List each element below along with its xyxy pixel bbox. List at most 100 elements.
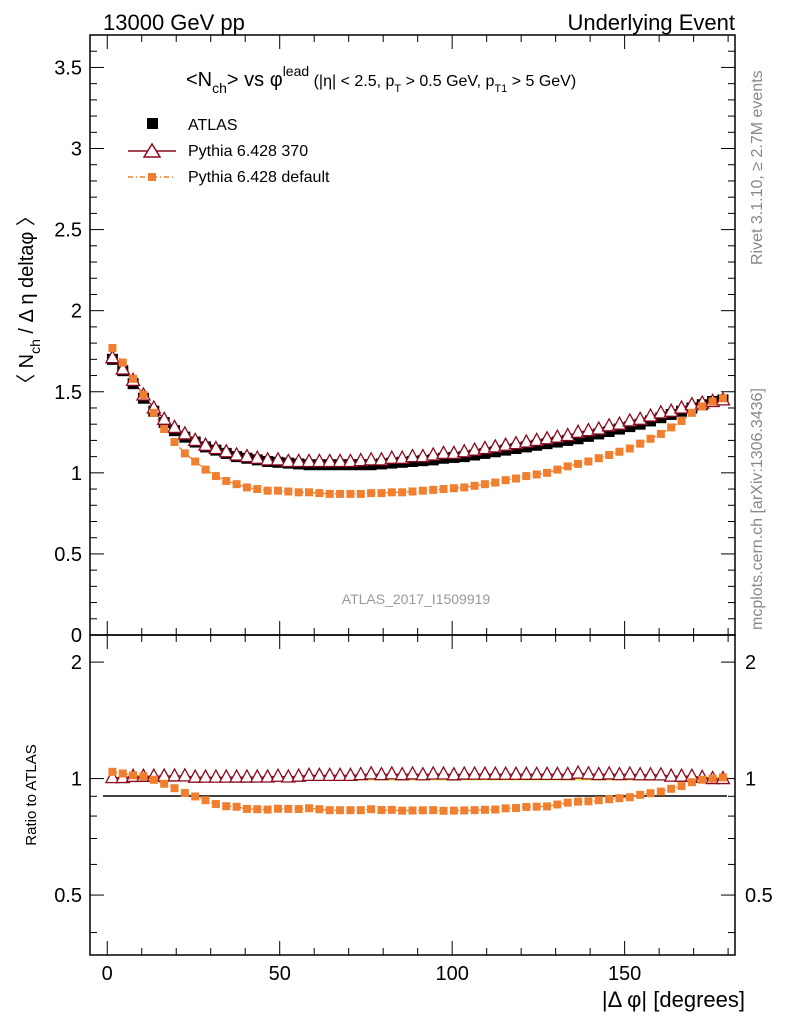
- ratio-point-pythia370: [653, 766, 669, 781]
- point-pythia370: [249, 449, 265, 464]
- y-tick-label: 0.5: [54, 544, 82, 566]
- ratio-point-pythia-default: [574, 797, 583, 806]
- point-atlas: [624, 421, 636, 433]
- chart-title: <Nch> vs φlead (|η| < 2.5, pT > 0.5 GeV,…: [186, 63, 576, 96]
- title-d-sub: T1: [494, 83, 507, 95]
- point-pythia-default: [336, 489, 345, 498]
- ratio-point-pythia-default: [667, 784, 676, 793]
- point-pythia370: [487, 438, 503, 453]
- point-pythia370: [187, 432, 203, 447]
- point-pythia370: [601, 417, 617, 432]
- title-c: (|η| < 2.5, p: [309, 73, 394, 90]
- ylabel-a: 〈 N: [16, 354, 38, 394]
- point-pythia-default: [698, 402, 707, 411]
- ratio-point-pythia370: [642, 766, 659, 781]
- point-pythia-default: [460, 483, 469, 492]
- ratio-point-pythia370: [353, 766, 369, 781]
- ratio-point-pythia370: [632, 766, 648, 781]
- ratio-point-pythia370: [270, 767, 286, 782]
- point-pythia-default: [708, 397, 717, 406]
- ratio-y-axis-label: Ratio to ATLAS: [23, 744, 40, 845]
- point-pythia-default: [501, 476, 510, 485]
- point-pythia-default: [387, 488, 396, 497]
- point-pythia370: [197, 436, 214, 451]
- point-pythia-default: [636, 439, 645, 448]
- x-tick-label: 0: [102, 963, 113, 985]
- point-pythia-default: [129, 374, 138, 383]
- point-pythia-default: [439, 485, 448, 494]
- point-pythia370: [539, 430, 555, 445]
- y-tick-label: 0: [71, 625, 82, 647]
- point-pythia-default: [356, 489, 365, 498]
- ratio-point-pythia-default: [242, 804, 251, 813]
- x-tick-label: 150: [608, 963, 641, 985]
- point-pythia370: [115, 360, 131, 375]
- ratio-point-pythia-default: [201, 796, 210, 805]
- ratio-point-pythia370: [591, 766, 607, 781]
- point-pythia370: [622, 412, 638, 427]
- ratio-tick-label-right: 0.5: [745, 885, 773, 907]
- ratio-point-pythia-default: [646, 789, 655, 798]
- legend-marker-pythia-default: [148, 173, 156, 181]
- point-pythia370: [456, 443, 472, 458]
- point-pythia-default: [211, 472, 220, 481]
- title-c-sub: T: [394, 83, 401, 95]
- point-pythia-default: [408, 487, 417, 496]
- ratio-point-pythia370: [228, 768, 245, 783]
- y-tick-label: 2.5: [54, 220, 82, 242]
- ratio-point-pythia370: [673, 767, 690, 782]
- ratio-tick-label-left: 1: [71, 769, 82, 791]
- point-pythia-default: [346, 489, 355, 498]
- ratio-point-pythia370: [384, 765, 400, 780]
- point-pythia370: [322, 453, 338, 468]
- point-pythia370: [270, 451, 286, 466]
- legend: ATLAS Pythia 6.428 370 Pythia 6.428 defa…: [128, 117, 330, 186]
- y-tick-label: 1.5: [54, 382, 82, 404]
- point-pythia-default: [480, 480, 489, 489]
- ratio-point-pythia-default: [160, 779, 169, 788]
- ratio-point-pythia-default: [563, 798, 572, 807]
- ratio-point-pythia370: [477, 765, 493, 780]
- point-pythia-default: [294, 488, 303, 497]
- ratio-point-pythia-default: [480, 805, 489, 814]
- point-pythia-default: [429, 485, 438, 494]
- point-pythia370: [342, 453, 359, 468]
- ratio-point-pythia370: [332, 767, 348, 782]
- point-pythia370: [446, 445, 462, 460]
- ratio-point-pythia370: [104, 769, 121, 784]
- y-tick-label: 1: [71, 463, 82, 485]
- header-left: 13000 GeV pp: [103, 10, 245, 35]
- ratio-point-pythia370: [218, 768, 234, 783]
- point-pythia-default: [718, 394, 727, 403]
- ratio-point-pythia370: [560, 766, 576, 781]
- y-tick-label: 3.5: [54, 57, 82, 79]
- ratio-point-pythia-default: [522, 802, 531, 811]
- ratio-point-pythia-default: [180, 788, 189, 797]
- ratio-point-pythia-default: [129, 771, 138, 780]
- ratio-point-pythia-default: [346, 806, 355, 815]
- ratio-point-pythia370: [415, 766, 431, 781]
- ratio-point-pythia-default: [118, 769, 127, 778]
- ratio-tick-label-left: 2: [71, 652, 82, 674]
- point-pythia-default: [149, 408, 158, 417]
- ratio-point-pythia-default: [594, 796, 603, 805]
- point-pythia-default: [522, 472, 531, 481]
- ratio-point-pythia370: [549, 766, 565, 781]
- point-pythia-default: [160, 425, 169, 434]
- ratio-point-pythia370: [394, 766, 410, 781]
- ratio-point-pythia-default: [305, 804, 314, 813]
- ratio-point-pythia-default: [170, 784, 179, 793]
- point-pythia370: [580, 422, 597, 437]
- ratio-point-pythia-default: [253, 805, 262, 814]
- point-pythia-default: [574, 459, 583, 468]
- ratio-point-pythia-default: [294, 805, 303, 814]
- point-pythia370: [177, 425, 193, 440]
- ratio-point-pythia370: [249, 768, 265, 783]
- ratio-point-pythia370: [280, 768, 296, 783]
- point-pythia-default: [418, 486, 427, 495]
- ratio-point-pythia-default: [718, 773, 727, 782]
- ratio-point-pythia-default: [284, 804, 293, 813]
- ratio-point-pythia370: [208, 768, 224, 783]
- point-pythia-default: [315, 489, 324, 498]
- point-pythia370: [498, 436, 514, 451]
